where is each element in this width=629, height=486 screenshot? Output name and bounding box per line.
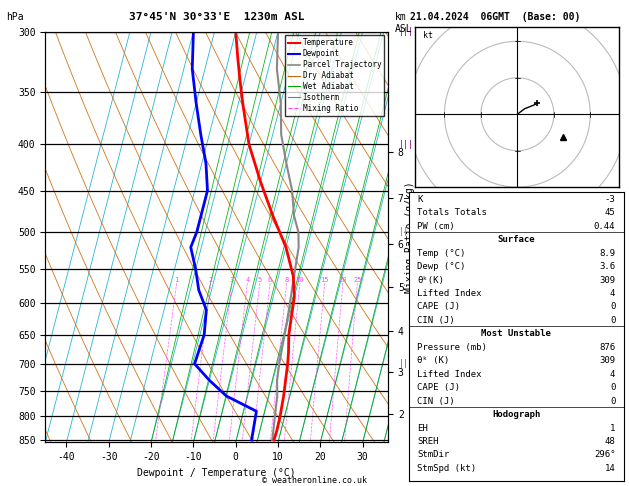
Text: 6: 6 (268, 278, 272, 283)
Text: -3: -3 (604, 195, 615, 204)
Text: 20: 20 (338, 278, 347, 283)
Text: 25: 25 (353, 278, 362, 283)
Text: 8.9: 8.9 (599, 249, 615, 258)
Text: 2: 2 (209, 278, 213, 283)
Text: CAPE (J): CAPE (J) (418, 383, 460, 392)
Text: |||: ||| (398, 359, 413, 368)
Text: Surface: Surface (498, 235, 535, 244)
Text: 5: 5 (258, 278, 262, 283)
Text: Totals Totals: Totals Totals (418, 208, 487, 217)
Text: StmDir: StmDir (418, 451, 450, 459)
Text: CIN (J): CIN (J) (418, 397, 455, 406)
Text: Temp (°C): Temp (°C) (418, 249, 466, 258)
Text: θᵏ (K): θᵏ (K) (418, 356, 450, 365)
Text: 8: 8 (284, 278, 289, 283)
Text: 309: 309 (599, 356, 615, 365)
Text: 15: 15 (320, 278, 329, 283)
Text: 3: 3 (230, 278, 234, 283)
Text: 21.04.2024  06GMT  (Base: 00): 21.04.2024 06GMT (Base: 00) (410, 12, 581, 22)
Text: Most Unstable: Most Unstable (481, 330, 552, 338)
Text: CIN (J): CIN (J) (418, 316, 455, 325)
Text: 4: 4 (610, 370, 615, 379)
Y-axis label: Mixing Ratio (g/kg): Mixing Ratio (g/kg) (405, 181, 415, 293)
Text: © weatheronline.co.uk: © weatheronline.co.uk (262, 476, 367, 485)
Text: |||: ||| (398, 27, 413, 36)
Text: LCL: LCL (409, 412, 424, 421)
Text: 296°: 296° (594, 451, 615, 459)
Legend: Temperature, Dewpoint, Parcel Trajectory, Dry Adiabat, Wet Adiabat, Isotherm, Mi: Temperature, Dewpoint, Parcel Trajectory… (285, 35, 384, 116)
Text: Lifted Index: Lifted Index (418, 370, 482, 379)
X-axis label: Dewpoint / Temperature (°C): Dewpoint / Temperature (°C) (137, 468, 296, 478)
Text: 309: 309 (599, 276, 615, 285)
Text: hPa: hPa (6, 12, 24, 22)
Text: 1: 1 (175, 278, 179, 283)
Text: Dewp (°C): Dewp (°C) (418, 262, 466, 271)
Text: 0.44: 0.44 (594, 222, 615, 231)
Text: 4: 4 (245, 278, 250, 283)
Text: 0: 0 (610, 316, 615, 325)
Text: Pressure (mb): Pressure (mb) (418, 343, 487, 352)
Text: 1: 1 (610, 423, 615, 433)
Text: km
ASL: km ASL (395, 12, 413, 34)
Text: Lifted Index: Lifted Index (418, 289, 482, 298)
Text: CAPE (J): CAPE (J) (418, 302, 460, 312)
Text: EH: EH (418, 423, 428, 433)
Text: 45: 45 (604, 208, 615, 217)
Text: K: K (418, 195, 423, 204)
Text: 48: 48 (604, 437, 615, 446)
Text: PW (cm): PW (cm) (418, 222, 455, 231)
Text: |||: ||| (398, 140, 413, 149)
Text: |||: ||| (398, 227, 413, 236)
Text: 37°45'N 30°33'E  1230m ASL: 37°45'N 30°33'E 1230m ASL (129, 12, 304, 22)
Text: Hodograph: Hodograph (493, 410, 540, 419)
Text: 14: 14 (604, 464, 615, 473)
Text: 0: 0 (610, 397, 615, 406)
Text: 4: 4 (610, 289, 615, 298)
Text: 3.6: 3.6 (599, 262, 615, 271)
Text: 876: 876 (599, 343, 615, 352)
Text: 10: 10 (296, 278, 304, 283)
Text: kt: kt (423, 31, 433, 40)
Text: StmSpd (kt): StmSpd (kt) (418, 464, 477, 473)
Text: 0: 0 (610, 383, 615, 392)
Text: 0: 0 (610, 302, 615, 312)
Text: SREH: SREH (418, 437, 439, 446)
Text: θᵏ(K): θᵏ(K) (418, 276, 444, 285)
